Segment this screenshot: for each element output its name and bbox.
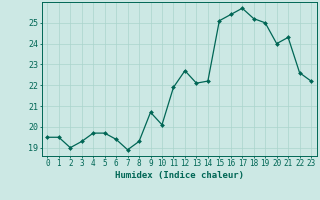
- X-axis label: Humidex (Indice chaleur): Humidex (Indice chaleur): [115, 171, 244, 180]
